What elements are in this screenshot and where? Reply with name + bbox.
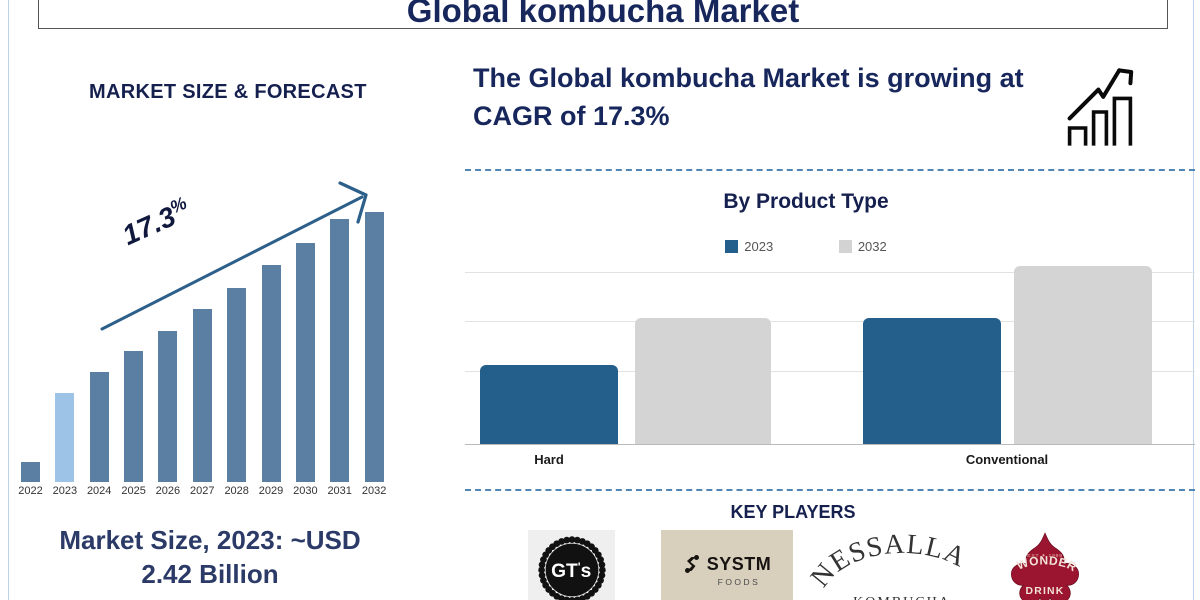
svg-text:KOMBUCHA: KOMBUCHA	[853, 595, 951, 600]
svg-text:DRINK: DRINK	[1026, 586, 1065, 597]
svg-text:NESSALLA: NESSALLA	[805, 529, 971, 593]
svg-text:GT's: GT's	[551, 560, 591, 582]
